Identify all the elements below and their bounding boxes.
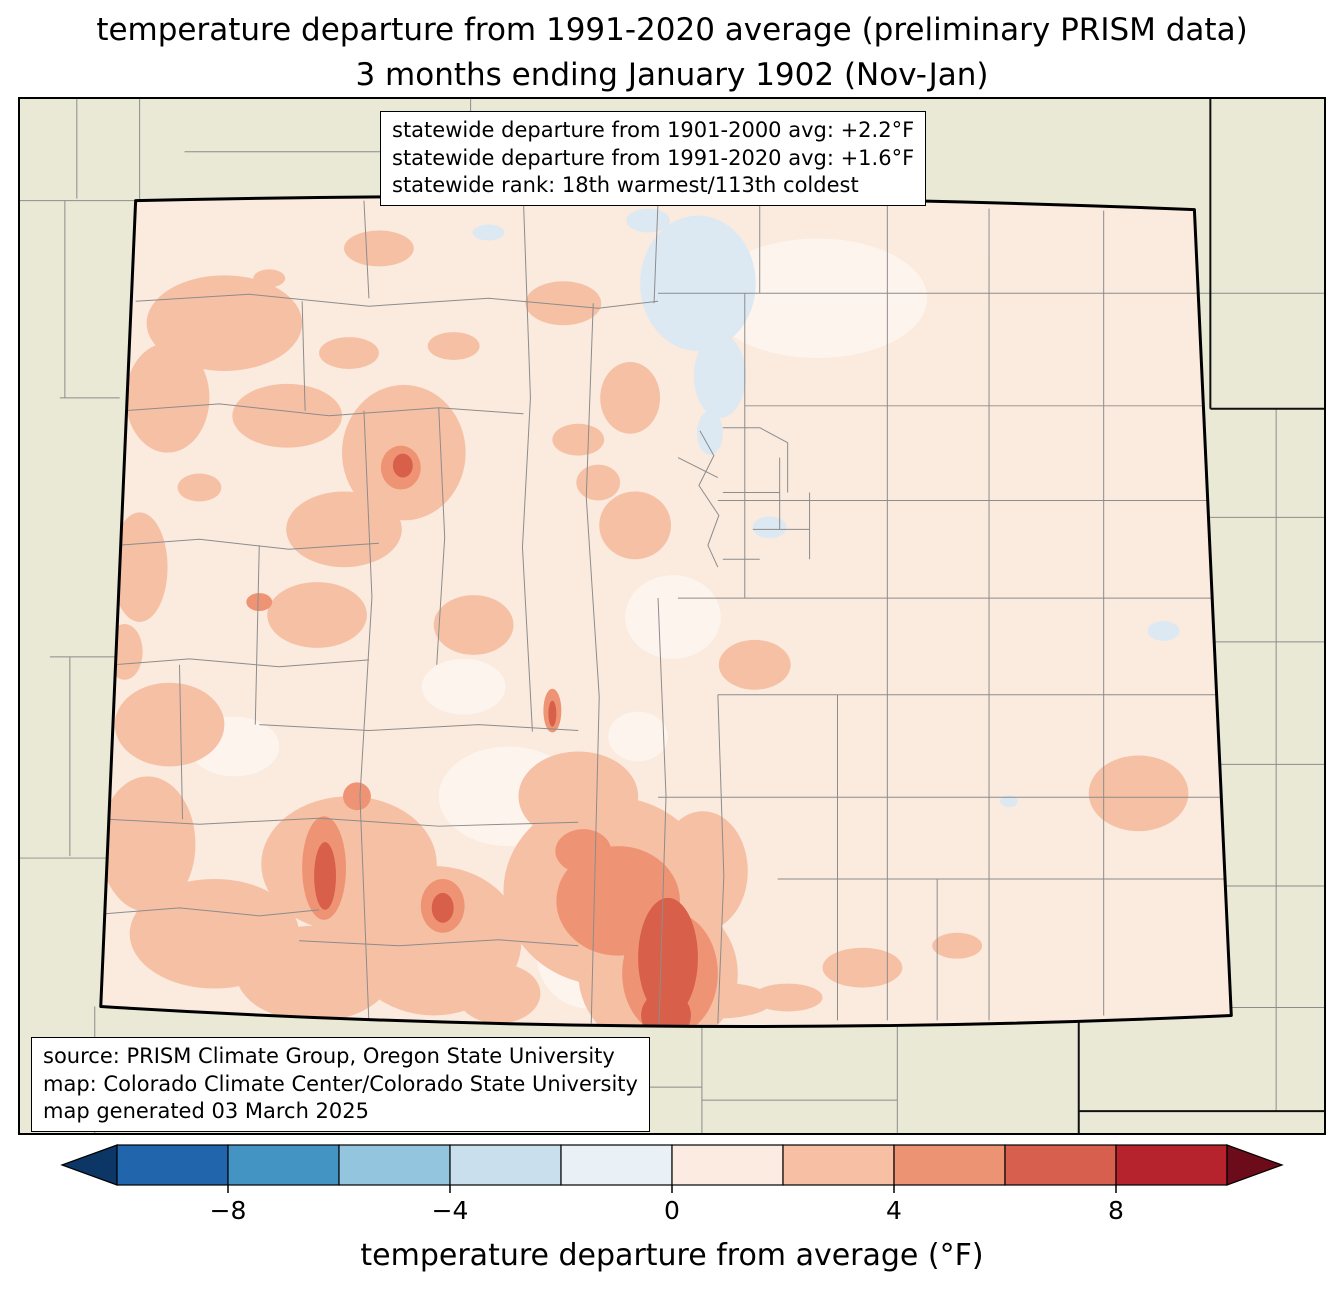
patch — [822, 947, 903, 988]
county-lines-east — [658, 200, 1232, 1021]
patch — [752, 516, 787, 539]
patch — [693, 334, 746, 418]
source-line-1: source: PRISM Climate Group, Oregon Stat… — [43, 1044, 615, 1068]
patch — [626, 208, 671, 233]
colorbar-tick-marks — [227, 1185, 1117, 1193]
patch — [625, 575, 721, 659]
patch — [718, 639, 791, 690]
colorbar: −8 −4 0 4 8 — [60, 1144, 1284, 1225]
patch — [431, 892, 454, 923]
colorbar-tick-label: 8 — [1108, 1196, 1124, 1225]
colorbar-tick-label: 4 — [886, 1196, 902, 1225]
patch — [707, 238, 928, 358]
county-lines-west — [103, 200, 725, 1024]
patch — [392, 453, 413, 478]
patch — [111, 512, 168, 622]
colorbar-segment — [449, 1144, 562, 1186]
patch — [343, 782, 371, 811]
colorbar-segment — [116, 1144, 229, 1186]
patch — [319, 337, 379, 369]
patch — [314, 842, 337, 910]
patch — [658, 811, 748, 931]
patch — [600, 361, 661, 434]
patch — [177, 473, 222, 502]
patch — [125, 343, 210, 453]
source-line-2: map: Colorado Climate Center/Colorado St… — [43, 1071, 638, 1096]
colorado-fill-layers — [100, 196, 1232, 1027]
neighbor-state-borders — [1077, 99, 1324, 1133]
patch — [999, 795, 1018, 808]
patch — [552, 423, 605, 456]
stats-line-2: statewide departure from 1991-2020 avg: … — [392, 145, 915, 170]
patch — [433, 595, 514, 655]
colorbar-segment — [338, 1144, 451, 1186]
county-lines-denver-cluster — [677, 427, 811, 568]
patch — [576, 464, 621, 501]
colorbar-segment — [1004, 1144, 1117, 1186]
patch — [1088, 755, 1189, 832]
patch — [640, 215, 756, 352]
patch — [100, 776, 196, 912]
patch — [932, 932, 983, 959]
colorbar-segment — [560, 1144, 673, 1186]
cool-patches — [472, 208, 1180, 808]
warm-deep-patches — [314, 453, 698, 1027]
patch — [114, 682, 225, 767]
patch — [608, 711, 669, 762]
stats-line-1: statewide departure from 1901-2000 avg: … — [392, 118, 915, 142]
patch — [427, 332, 480, 360]
patch — [146, 275, 303, 371]
colorbar-segment — [782, 1144, 895, 1186]
patch — [752, 983, 823, 1012]
colorbar-tick-label: −8 — [210, 1196, 247, 1225]
source-line-3: map generated 03 March 2025 — [43, 1099, 370, 1124]
colorbar-over-arrow — [1226, 1144, 1284, 1186]
colorbar-tick-label: 0 — [664, 1196, 680, 1225]
colorbar-label: temperature departure from average (°F) — [360, 1238, 984, 1273]
patch — [1147, 620, 1180, 641]
colorbar-segment — [671, 1144, 784, 1186]
colorbar-under-arrow — [60, 1144, 118, 1186]
patch — [344, 230, 414, 267]
patch — [525, 281, 602, 326]
patch — [246, 593, 273, 612]
stats-box: statewide departure from 1901-2000 avg: … — [380, 111, 927, 207]
stats-line-3: statewide rank: 18th warmest/113th colde… — [392, 173, 859, 198]
patch — [638, 897, 698, 1018]
patch — [555, 829, 612, 874]
patch — [548, 700, 557, 727]
colorbar-segment — [227, 1144, 340, 1186]
patch — [599, 491, 672, 560]
patch — [236, 925, 392, 1022]
figure-title-line-2: 3 months ending January 1902 (Nov-Jan) — [355, 57, 989, 93]
patch — [472, 224, 505, 241]
patch — [518, 751, 639, 842]
colorbar-tick-label: −4 — [432, 1196, 469, 1225]
map-frame: statewide departure from 1901-2000 avg: … — [18, 97, 1326, 1135]
colorbar-segment — [893, 1144, 1006, 1186]
colorbar-segment — [1115, 1144, 1228, 1186]
patch — [456, 963, 541, 1024]
patch — [696, 410, 723, 455]
colorado-temperature-map — [20, 99, 1324, 1133]
patch — [286, 491, 402, 568]
patch — [267, 582, 367, 648]
patch — [641, 990, 691, 1027]
patch — [232, 383, 343, 448]
figure-title-line-1: temperature departure from 1991-2020 ave… — [96, 12, 1248, 48]
patch — [421, 658, 506, 715]
source-box: source: PRISM Climate Group, Oregon Stat… — [31, 1037, 650, 1133]
patch — [253, 269, 286, 288]
